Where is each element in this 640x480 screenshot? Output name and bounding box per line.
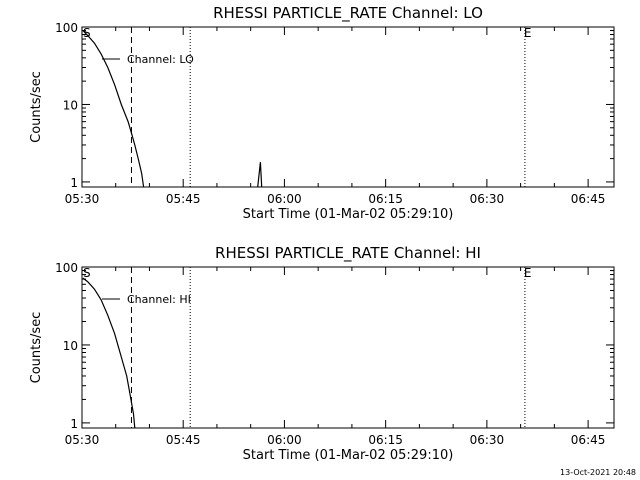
legend-label: Channel: LO bbox=[127, 53, 194, 66]
y-tick-label: 100 bbox=[55, 261, 78, 275]
x-tick-label: 05:45 bbox=[166, 192, 201, 206]
timestamp: 13-Oct-2021 20:48 bbox=[560, 468, 636, 477]
y-tick-label: 1 bbox=[70, 417, 78, 431]
plot-frame bbox=[81, 26, 615, 188]
end-marker-label: E bbox=[524, 266, 532, 280]
end-marker-label: E bbox=[524, 26, 532, 40]
x-tick-label: 06:45 bbox=[571, 433, 606, 447]
x-axis-label: Start Time (01-Mar-02 05:29:10) bbox=[243, 207, 454, 222]
chart-title: RHESSI PARTICLE_RATE Channel: HI bbox=[215, 244, 481, 263]
start-marker-label: S bbox=[83, 26, 91, 40]
chart-title: RHESSI PARTICLE_RATE Channel: LO bbox=[213, 4, 483, 23]
series-line-1 bbox=[82, 277, 136, 429]
x-tick-label: 06:00 bbox=[267, 192, 302, 206]
x-tick-label: 05:30 bbox=[65, 192, 100, 206]
x-tick-label: 06:30 bbox=[470, 192, 505, 206]
series-line-2 bbox=[257, 162, 263, 188]
y-tick-label: 100 bbox=[55, 21, 78, 35]
chart-panel-2: RHESSI PARTICLE_RATE Channel: HI 05:30 05:… bbox=[29, 244, 615, 463]
series-line-1 bbox=[82, 30, 145, 188]
x-tick-label: 06:30 bbox=[470, 433, 505, 447]
x-tick-label: 06:15 bbox=[368, 433, 403, 447]
y-tick-label: 1 bbox=[70, 176, 78, 190]
x-tick-label: 05:45 bbox=[166, 433, 201, 447]
x-tick-label: 06:45 bbox=[571, 192, 606, 206]
x-axis-label: Start Time (01-Mar-02 05:29:10) bbox=[243, 448, 454, 463]
x-tick-label: 06:15 bbox=[368, 192, 403, 206]
y-axis-label: Counts/sec bbox=[29, 312, 44, 384]
y-axis-label: Counts/sec bbox=[29, 71, 44, 143]
x-tick-label: 05:30 bbox=[65, 433, 100, 447]
y-tick-label: 10 bbox=[63, 339, 78, 353]
legend-label: Channel: HI bbox=[127, 293, 191, 306]
y-tick-label: 10 bbox=[63, 98, 78, 112]
chart-panel-1: RHESSI PARTICLE_RATE Channel: LO 05:30 05:… bbox=[29, 4, 615, 222]
x-tick-label: 06:00 bbox=[267, 433, 302, 447]
start-marker-label: S bbox=[83, 266, 91, 280]
plot-frame bbox=[81, 266, 615, 429]
